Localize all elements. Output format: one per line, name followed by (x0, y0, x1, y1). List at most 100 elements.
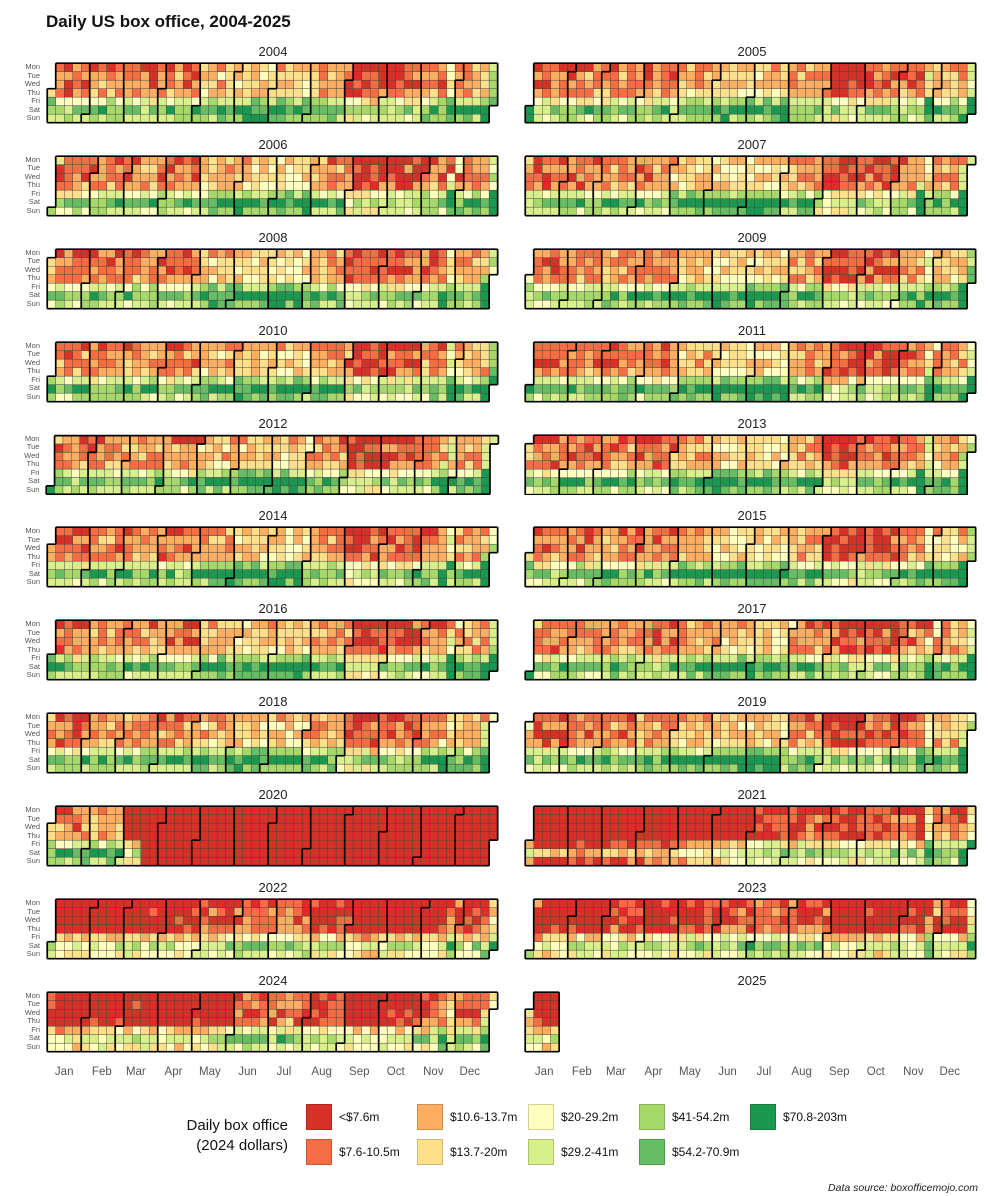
day-cell (542, 468, 551, 478)
day-cell (369, 257, 379, 267)
day-cell (847, 468, 857, 478)
day-cell (660, 248, 670, 258)
day-cell (932, 569, 942, 579)
day-cell (839, 113, 849, 123)
day-cell (412, 569, 422, 579)
day-cell (284, 164, 294, 174)
day-cell (230, 468, 240, 478)
day-cell (584, 645, 594, 655)
day-cell (225, 367, 235, 377)
day-cell (250, 645, 260, 655)
day-cell (847, 544, 857, 554)
day-cell (822, 477, 832, 486)
day-cell (745, 96, 755, 106)
day-cell (165, 172, 175, 182)
day-cell (289, 476, 299, 486)
day-cell (533, 341, 543, 351)
day-cell (267, 578, 277, 588)
day-cell (335, 671, 345, 681)
day-cell (728, 485, 738, 495)
day-cell (480, 569, 490, 579)
day-cell (199, 189, 209, 199)
day-cell (191, 535, 201, 545)
day-cell (361, 375, 371, 385)
day-cell (542, 569, 551, 579)
day-cell (347, 476, 357, 486)
day-cell (796, 460, 806, 469)
weekday-label: Sat (28, 661, 40, 671)
day-cell (96, 476, 106, 486)
day-cell (297, 443, 307, 453)
day-cell (79, 434, 89, 444)
day-cell (618, 535, 628, 545)
day-cell (114, 299, 124, 309)
day-cell (174, 358, 184, 368)
day-cell (796, 248, 806, 258)
day-cell (533, 468, 543, 478)
day-cell (284, 172, 294, 182)
day-cell (140, 350, 150, 360)
day-cell (233, 113, 243, 123)
day-cell (898, 113, 908, 123)
day-cell (686, 544, 696, 554)
day-cell (533, 485, 543, 495)
day-cell (352, 662, 362, 672)
day-cell (728, 155, 738, 165)
day-cell (165, 113, 175, 123)
day-cell (771, 282, 781, 292)
day-cell (448, 460, 458, 469)
day-cell (242, 375, 252, 385)
day-cell (191, 79, 201, 89)
day-cell (89, 164, 99, 174)
day-cell (386, 367, 396, 377)
day-cell (148, 535, 158, 545)
day-cell (339, 476, 349, 486)
day-cell (558, 477, 568, 486)
day-cell (225, 172, 235, 182)
day-cell (728, 88, 738, 98)
day-cell (327, 384, 337, 394)
day-cell (480, 544, 490, 554)
day-cell (525, 172, 534, 182)
day-cell (55, 206, 65, 216)
day-cell (429, 96, 439, 106)
day-cell (847, 155, 857, 165)
day-cell (542, 527, 551, 537)
day-cell (131, 341, 141, 351)
day-cell (381, 485, 391, 495)
day-cell (856, 578, 866, 588)
day-cell (711, 181, 721, 191)
day-cell (148, 248, 158, 258)
day-cell (915, 206, 925, 216)
day-cell (941, 367, 951, 377)
day-cell (686, 172, 696, 182)
day-cell (191, 637, 201, 647)
day-cell (805, 485, 815, 495)
day-cell (864, 375, 874, 385)
day-cell (250, 105, 260, 115)
day-cell (322, 460, 332, 469)
day-cell (276, 384, 286, 394)
day-cell (471, 358, 481, 368)
day-cell (191, 155, 201, 165)
day-cell (356, 476, 366, 486)
day-cell (754, 282, 764, 292)
day-cell (592, 552, 602, 562)
day-cell (72, 645, 82, 655)
day-cell (694, 282, 704, 292)
day-cell (378, 375, 388, 385)
day-cell (890, 358, 900, 368)
day-cell (864, 535, 874, 545)
day-cell (233, 637, 243, 647)
day-cell (703, 384, 713, 394)
day-cell (437, 392, 447, 402)
day-cell (677, 384, 687, 394)
day-cell (788, 206, 798, 216)
day-cell (293, 375, 303, 385)
day-cell (318, 375, 328, 385)
day-cell (822, 206, 832, 216)
day-cell (626, 468, 636, 478)
day-cell (250, 671, 260, 681)
day-cell (575, 392, 585, 402)
day-cell (80, 358, 90, 368)
